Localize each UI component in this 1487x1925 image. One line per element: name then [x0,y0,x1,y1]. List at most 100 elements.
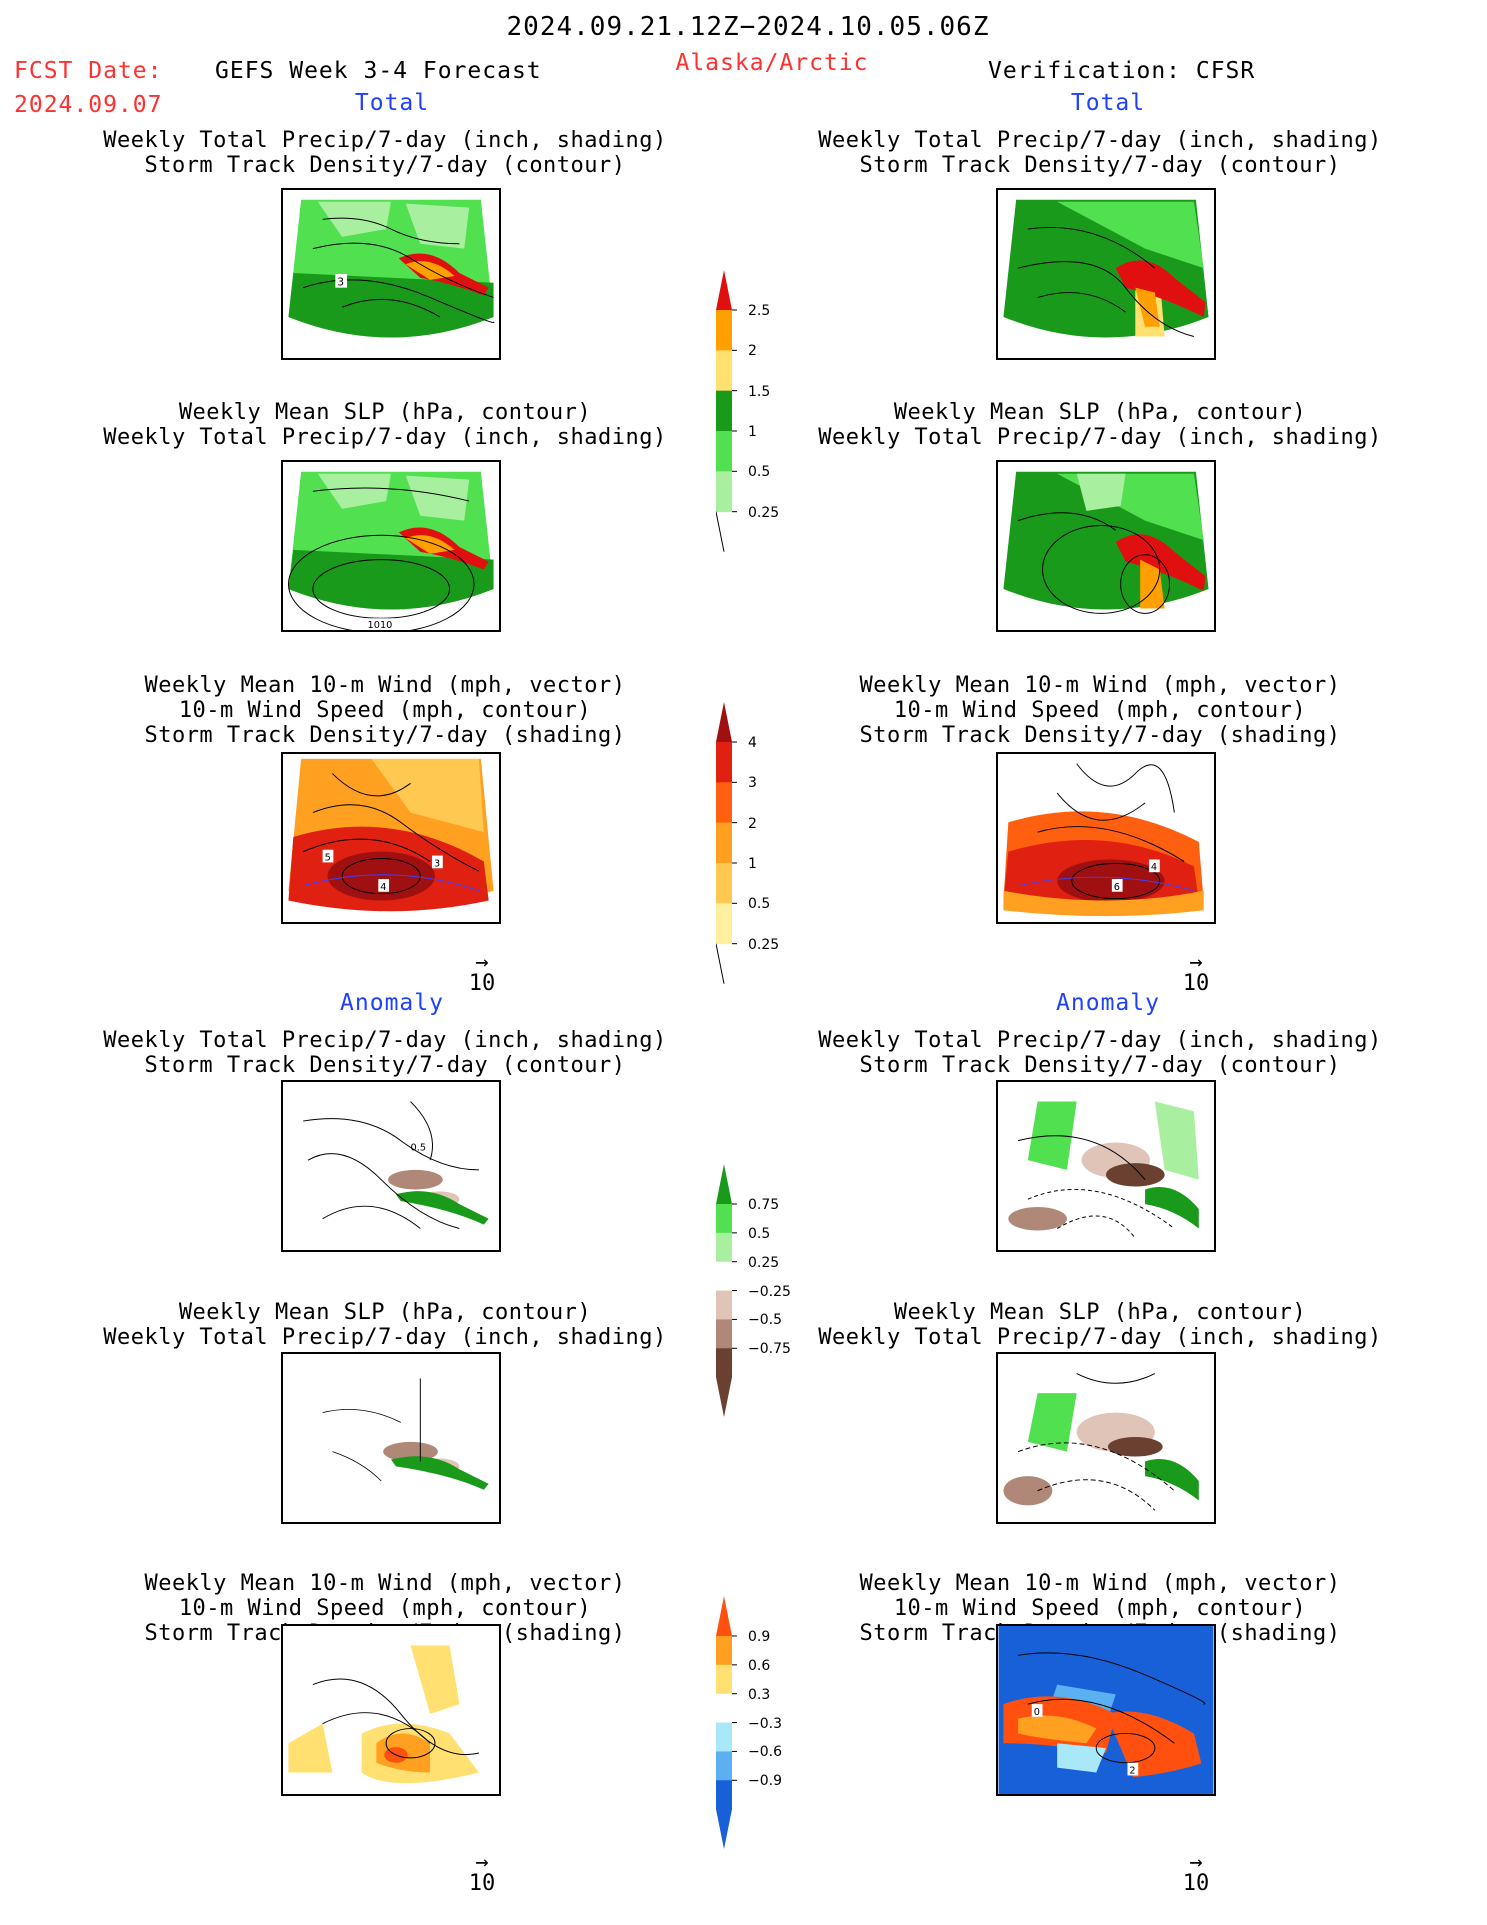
caption-fcst-total-wind: Weekly Mean 10-m Wind (mph, vector) 10-m … [144,673,626,748]
colorbar-segment [716,702,732,742]
map-contour-label: 4 [380,882,386,893]
colorbar-segment [716,1596,732,1636]
map-contour-label: 5 [325,852,331,863]
arrow-right-icon: → [1189,1850,1203,1875]
colorbar-label: 2.5 [748,303,771,319]
caption-fcst-total-precip: Weekly Total Precip/7-day (inch, shading… [103,128,667,178]
colorbar-segment [716,1636,732,1666]
map-ver-anom-precip [996,1080,1216,1252]
colorbar-segment [716,1751,732,1781]
map-fcst-anom-wind [281,1624,501,1796]
colorbar-segment [716,1377,732,1418]
map-ver-total-slp [996,460,1216,632]
colorbar-label: −0.5 [748,1312,782,1329]
colorbar-label: −0.6 [748,1744,782,1761]
map-contour-label: 0 [1034,1707,1040,1718]
section-total-verification: Total [1070,90,1146,116]
arrow-right-icon: → [1189,950,1203,975]
caption-ver-anom-precip: Weekly Total Precip/7-day (inch, shading… [818,1028,1382,1078]
caption-ver-total-wind: Weekly Mean 10-m Wind (mph, vector) 10-m … [859,673,1341,748]
colorbar-segment [716,1809,732,1850]
colorbar-segment [716,270,732,310]
colorbar-segment [716,350,732,392]
model-title: GEFS Week 3-4 Forecast [215,58,542,84]
verification-title: Verification: CFSR [988,58,1256,84]
colorbar-segment [716,1348,732,1378]
colorbar-label: 0.25 [748,936,780,953]
fcst-date-label: FCST Date: [14,58,163,84]
colorbar-segment [716,1164,732,1204]
map-fcst-total-precip: 3 [281,188,501,360]
caption-fcst-anom-slp: Weekly Mean SLP (hPa, contour) Weekly Tot… [103,1300,667,1350]
vector-ref-fcst-total: → 10 [462,950,502,996]
colorbar-segment [716,471,732,513]
colorbar-precip-total: 2.5 2 1.5 1 0.5 0.25 [716,270,786,552]
vector-ref-ver-anom: → 10 [1176,1850,1216,1896]
colorbar-label: 1 [748,424,757,440]
colorbar-segment [716,310,732,351]
colorbar-segment [716,1232,732,1263]
colorbar-label: −0.9 [748,1773,782,1790]
map-fcst-total-slp: 1010 [281,460,501,632]
colorbar-label: 0.5 [748,896,771,913]
colorbar-segment [716,1722,732,1752]
region-title: Alaska/Arctic [675,50,869,76]
section-anomaly-verification: Anomaly [1056,990,1160,1016]
colorbar-segment [716,903,732,945]
map-contour-label: 6 [1114,882,1120,893]
colorbar-label: −0.25 [748,1283,791,1300]
map-contour-label: 2 [1129,1765,1135,1776]
colorbar-label: 1.5 [748,383,771,400]
caption-fcst-total-slp: Weekly Mean SLP (hPa, contour) Weekly Tot… [103,400,667,450]
colorbar-label: 0.5 [748,464,771,481]
map-fcst-anom-slp [281,1352,501,1524]
colorbar-segment [716,782,732,824]
arrow-right-icon: → [475,950,489,975]
colorbar-segment [716,1693,732,1724]
period-title: 2024.09.21.12Z−2024.10.05.06Z [506,12,990,42]
colorbar-segment [716,863,732,904]
colorbar-segment [716,431,732,472]
vector-ref-ver-total: → 10 [1176,950,1216,996]
colorbar-segment [716,742,732,783]
colorbar-label: −0.75 [748,1341,791,1358]
colorbar-label: 0.25 [748,1254,780,1271]
colorbar-label: 0.9 [748,1629,771,1645]
colorbar-segment [716,1780,732,1810]
colorbar-storm-total: 4 3 2 1 0.5 0.25 [716,702,786,984]
colorbar-tail [716,511,725,552]
map-ver-total-wind: 4 6 [996,752,1216,924]
colorbar-label: 0.75 [748,1197,780,1213]
map-ver-anom-wind: 0 2 [996,1624,1216,1796]
caption-ver-total-slp: Weekly Mean SLP (hPa, contour) Weekly Tot… [818,400,1382,450]
colorbar-label: 0.3 [748,1686,771,1703]
colorbar-label: −0.3 [748,1715,782,1732]
section-anomaly-forecast: Anomaly [340,990,444,1016]
map-contour-label: 4 [1151,862,1157,873]
colorbar-segment [716,1261,732,1292]
map-fcst-total-wind: 5 4 3 [281,752,501,924]
fcst-date-value: 2024.09.07 [14,92,163,118]
map-contour-label: 3 [337,276,344,289]
caption-fcst-anom-precip: Weekly Total Precip/7-day (inch, shading… [103,1028,667,1078]
map-fcst-anom-precip: 0.5 [281,1080,501,1252]
arrow-right-icon: → [475,1850,489,1875]
colorbar-segment [716,1204,732,1234]
colorbar-label: 0.25 [748,504,780,521]
vector-ref-fcst-anom: → 10 [462,1850,502,1896]
map-contour-label: 0.5 [411,1142,427,1153]
map-contour-label: 3 [434,858,440,869]
colorbar-label: 0.6 [748,1657,771,1674]
map-ver-anom-slp [996,1352,1216,1524]
colorbar-label: 3 [748,775,757,792]
colorbar-segment [716,1290,732,1320]
map-ver-total-precip [996,188,1216,360]
colorbar-precip-anomaly: 0.75 0.5 0.25 −0.25 −0.5 −0.75 [716,1164,791,1446]
colorbar-segment [716,822,732,864]
colorbar-tail [716,943,725,984]
caption-ver-anom-slp: Weekly Mean SLP (hPa, contour) Weekly Tot… [818,1300,1382,1350]
map-contour-label: 1010 [368,620,393,630]
colorbar-segment [716,390,732,432]
colorbar-segment [716,1664,732,1695]
colorbar-label: 2 [748,343,757,360]
